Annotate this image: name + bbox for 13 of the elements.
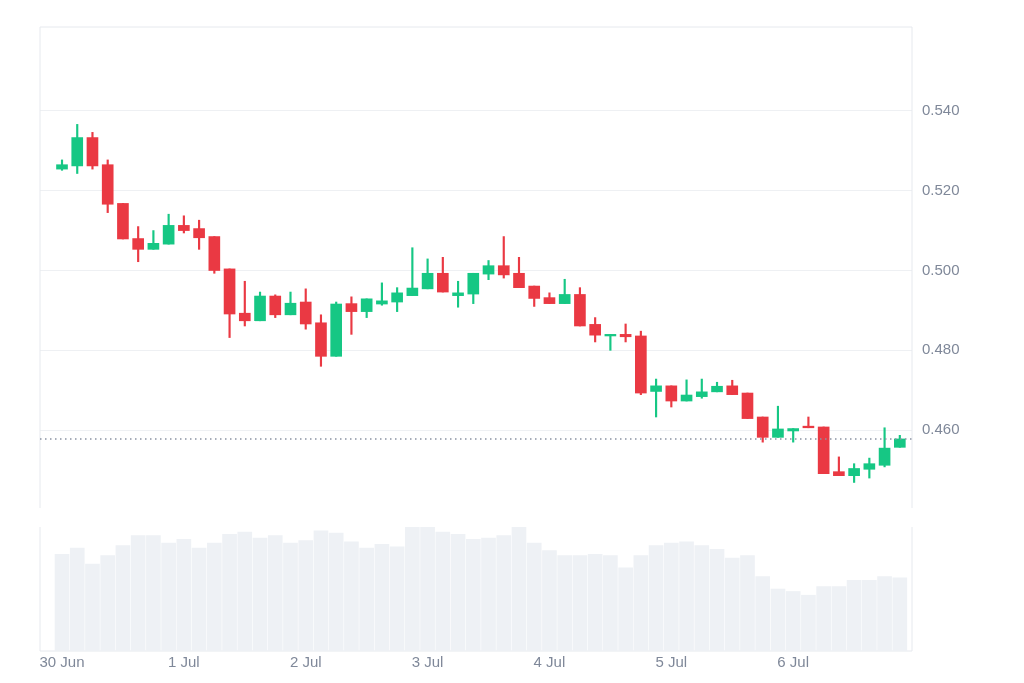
y-tick-label: 0.540 bbox=[922, 100, 960, 118]
x-tick-label: 2 Jul bbox=[289, 653, 322, 671]
x-tick-label: 30 Jun bbox=[39, 653, 85, 671]
x-tick-label: 4 Jul bbox=[533, 653, 566, 671]
y-tick-label: 0.460 bbox=[922, 420, 960, 438]
candlestick bbox=[345, 296, 358, 335]
x-tick-label: 3 Jul bbox=[411, 653, 444, 671]
x-tick-label: 5 Jul bbox=[655, 653, 688, 671]
x-tick-label: 1 Jul bbox=[168, 653, 200, 671]
y-tick-label: 0.500 bbox=[922, 260, 960, 278]
x-tick-label: 6 Jul bbox=[777, 653, 810, 671]
y-tick-label: 0.480 bbox=[922, 340, 960, 358]
y-tick-label: 0.520 bbox=[922, 180, 960, 198]
